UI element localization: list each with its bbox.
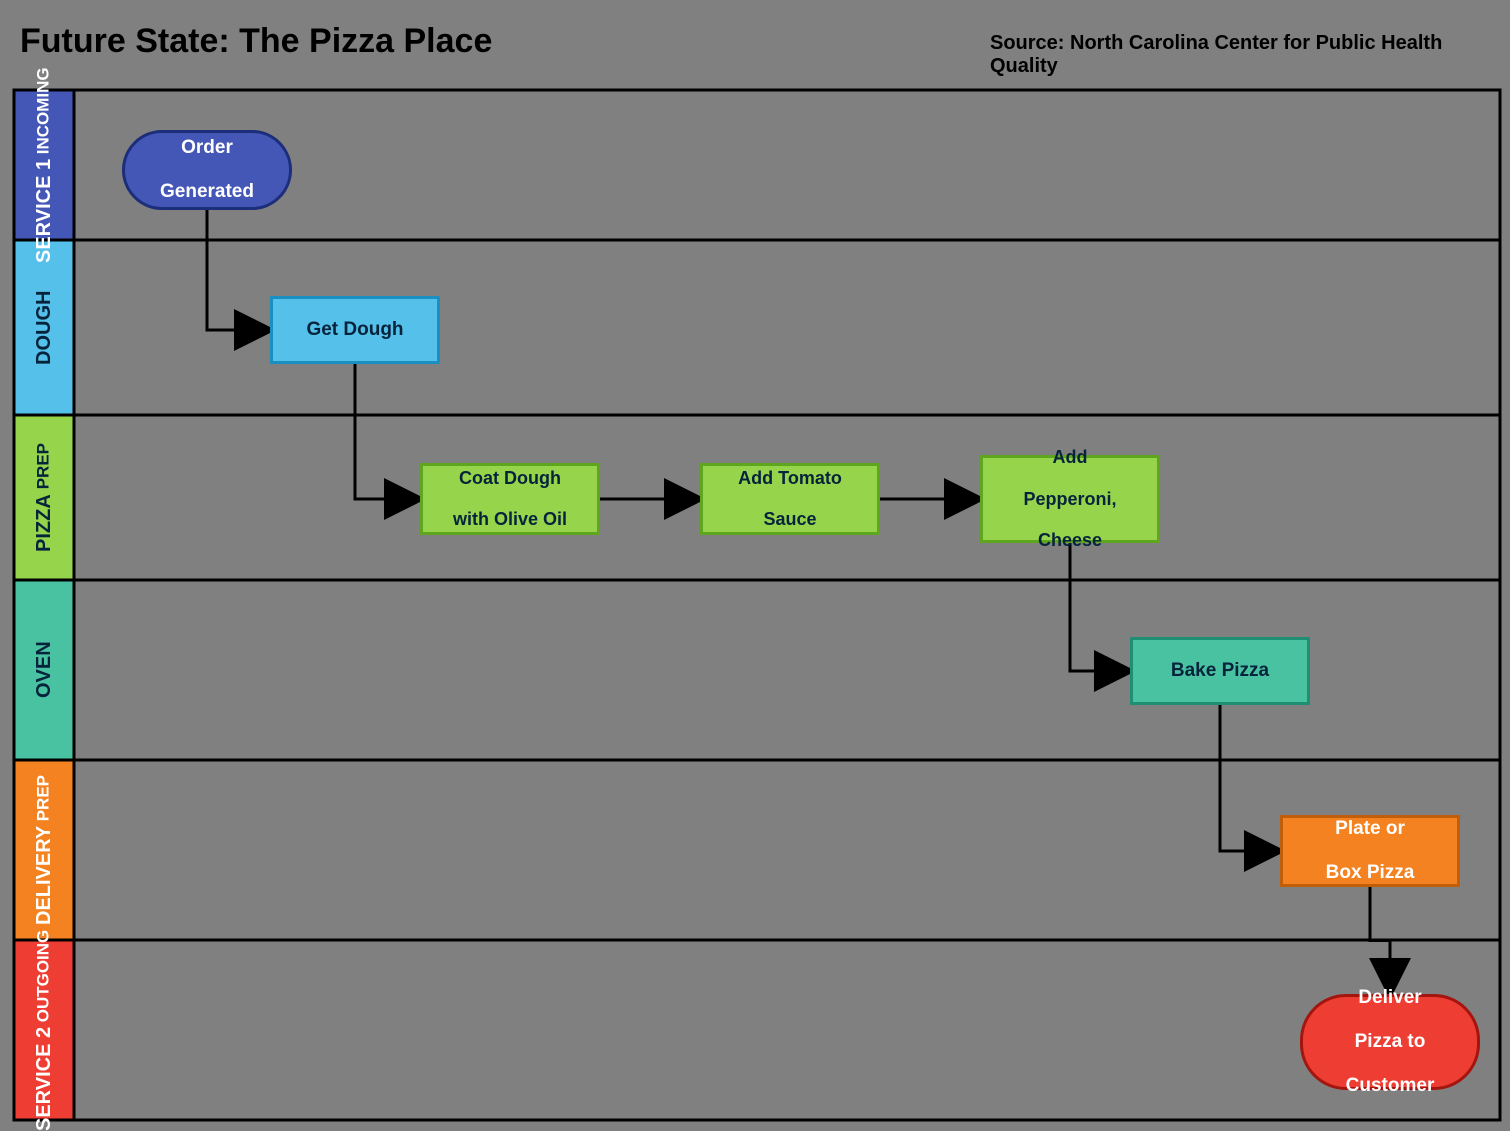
lane-label-service2: SERVICE 2 OUTGOING xyxy=(14,940,74,1120)
node-dough: Get Dough xyxy=(270,296,440,364)
node-plate: Plate orBox Pizza xyxy=(1280,815,1460,887)
lane-label-prep: PIZZA PREP xyxy=(14,415,74,580)
diagram-canvas: Future State: The Pizza Place Source: No… xyxy=(0,0,1510,1129)
node-order: OrderGenerated xyxy=(122,130,292,210)
node-coat: Coat Doughwith Olive Oil xyxy=(420,463,600,535)
node-sauce: Add TomatoSauce xyxy=(700,463,880,535)
source-text: Source: North Carolina Center for Public… xyxy=(990,32,1510,78)
node-topping: AddPepperoni,Cheese xyxy=(980,455,1160,543)
lane-label-service1: SERVICE 1 INCOMING xyxy=(14,90,74,240)
node-deliver: DeliverPizza toCustomer xyxy=(1300,994,1480,1090)
lane-label-dough: DOUGH xyxy=(14,240,74,415)
lane-label-oven: OVEN xyxy=(14,580,74,760)
lane-label-delivery: DELIVERY PREP xyxy=(14,760,74,940)
node-bake: Bake Pizza xyxy=(1130,637,1310,705)
page-title: Future State: The Pizza Place xyxy=(20,22,492,61)
